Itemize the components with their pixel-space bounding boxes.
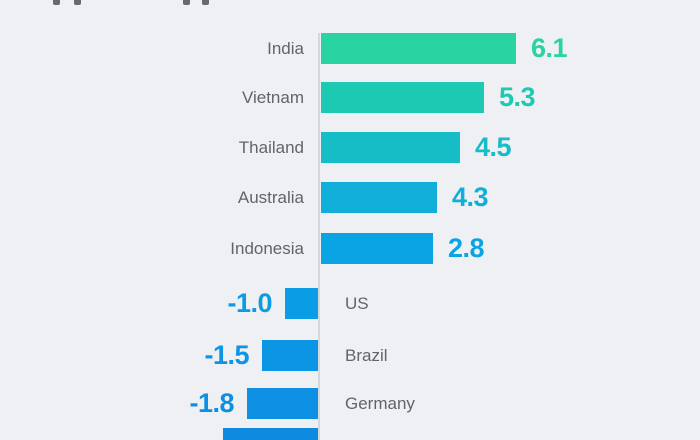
value-label: -1.0 [227,288,272,318]
value-label: 2.8 [448,233,485,263]
bar [247,388,318,419]
value-label: -1.5 [204,340,249,370]
chart-row: Thailand 4.5 [0,132,700,163]
axis-line [318,33,320,440]
chart-row: Australia 4.3 [0,182,700,213]
value-label: 4.5 [475,132,512,162]
chart-row: India 6.1 [0,33,700,64]
country-label: US [345,294,369,313]
bar [321,33,516,64]
country-label: Thailand [238,138,304,157]
country-label: Brazil [345,346,388,365]
bar [321,82,484,113]
bar [321,182,437,213]
country-label: Vietnam [241,88,304,107]
value-label: 5.3 [499,82,536,112]
country-label: Germany [345,394,415,413]
bar [262,340,318,371]
chart-row: Brazil -1.5 [0,340,700,371]
clipped-text-fragment [74,0,81,5]
country-label: Australia [237,188,304,207]
bar [223,428,318,440]
clipped-text-fragment [183,0,190,5]
bar [321,132,460,163]
value-label: 4.3 [452,182,489,212]
chart-row: US -1.0 [0,288,700,319]
value-label: 6.1 [531,33,568,63]
chart-row: Vietnam 5.3 [0,82,700,113]
clipped-text-fragment [53,0,60,5]
country-label: Indonesia [230,239,304,258]
bar [285,288,318,319]
bar [321,233,433,264]
value-label: -1.8 [189,388,234,418]
country-label: India [267,39,304,58]
clipped-text-fragment [202,0,209,5]
chart-row: Indonesia 2.8 [0,233,700,264]
chart-row [0,428,700,440]
chart-row: Germany -1.8 [0,388,700,419]
